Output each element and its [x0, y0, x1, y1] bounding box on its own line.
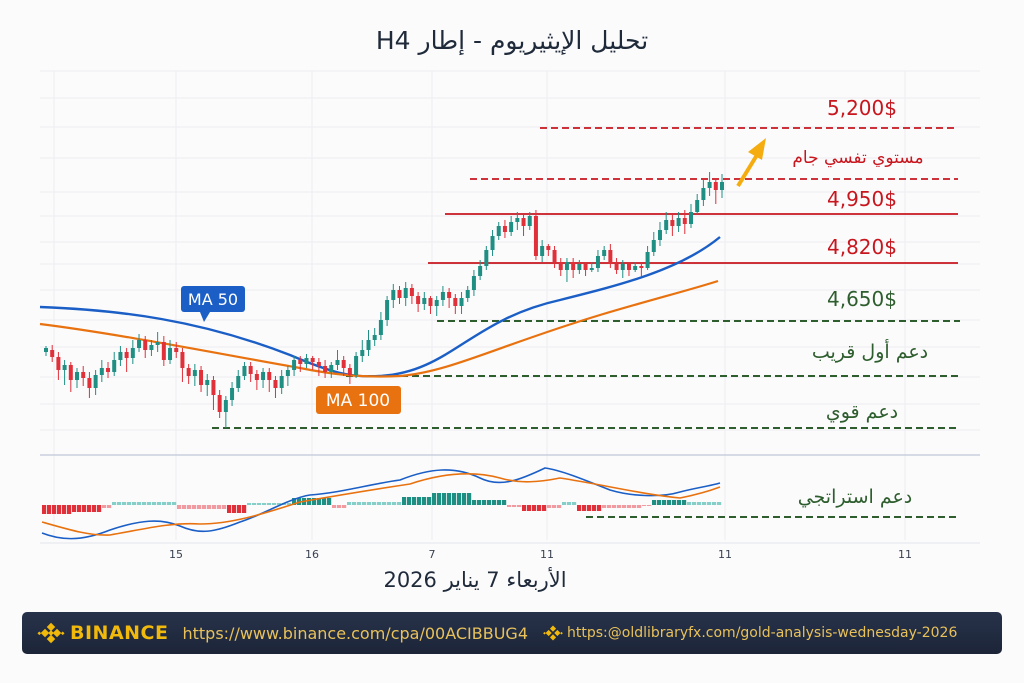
x-tick-label: 11 [718, 548, 732, 561]
chart-title: تحليل الإيثيريوم - إطار H4 [375, 26, 649, 55]
x-tick-label: 11 [898, 548, 912, 561]
level-label-3: 4,820$ [827, 235, 897, 259]
analysis-article-link[interactable]: https:@oldlibraryfx.com/gold-analysis-we… [567, 625, 958, 641]
level-label-6: دعم قوي [826, 401, 898, 423]
candlestick-chart: 5,200$ مستوي تفسي جام 4,950$ 4,820$ 4,650$ دع… [39, 70, 980, 561]
svg-text:MA 50: MA 50 [188, 290, 238, 309]
x-tick-label: 11 [540, 548, 554, 561]
binance-small-icon [543, 625, 563, 641]
binance-logo-icon [37, 622, 65, 644]
svg-text:MA 100: MA 100 [326, 391, 390, 411]
x-tick-label: 15 [169, 548, 183, 561]
level-label-7: دعم استراتجي [798, 486, 913, 508]
x-tick-label: 16 [305, 548, 319, 561]
ma50-badge: MA 50 [181, 286, 245, 322]
macd-panel [41, 467, 722, 540]
binance-brand: BINANCE [70, 622, 169, 644]
ma100-line [39, 279, 719, 378]
binance-referral-link[interactable]: https://www.binance.com/cpa/00ACIBBUG4 [182, 623, 528, 643]
ma100-badge: MA 100 [316, 386, 401, 414]
level-label-5: دعم أول قريب [812, 339, 928, 363]
level-label-2: 4,950$ [827, 187, 897, 211]
candles [44, 172, 724, 428]
price-levels: 5,200$ مستوي تفسي جام 4,950$ 4,820$ 4,650$ دع… [212, 96, 960, 518]
footer-banner: BINANCE https://www.binance.com/cpa/00AC… [22, 612, 1002, 654]
ma50-line [39, 236, 721, 378]
grid [40, 70, 980, 544]
level-label-1: مستوي تفسي جام [792, 148, 923, 168]
up-arrow-icon [736, 138, 766, 188]
x-tick-label: 7 [429, 548, 436, 561]
date-label: الأربعاء 7 يناير 2026 [383, 568, 567, 592]
level-label-0: 5,200$ [827, 96, 897, 120]
level-label-4: 4,650$ [827, 287, 897, 311]
